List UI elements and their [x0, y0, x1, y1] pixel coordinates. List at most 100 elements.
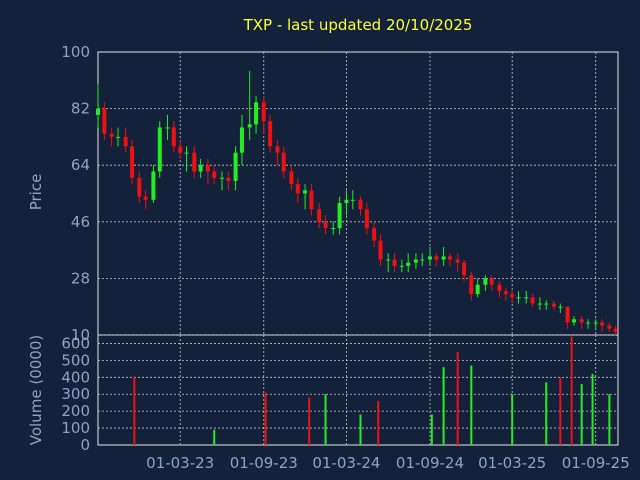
candle-body: [399, 265, 404, 267]
candle-body: [441, 256, 446, 260]
candle-body: [600, 322, 605, 326]
volume-axis-label: Volume (0000): [27, 335, 45, 445]
candle-body: [551, 303, 556, 307]
candle-body: [537, 303, 542, 305]
candle-body: [137, 177, 142, 197]
chart-title: TXP - last updated 20/10/2025: [243, 16, 473, 34]
candle-body: [455, 259, 460, 263]
price-tick-label: 28: [71, 269, 90, 287]
volume-bar: [570, 336, 573, 445]
candle-body: [337, 202, 342, 229]
candle-body: [420, 259, 425, 261]
candle-body: [109, 133, 114, 137]
candle-body: [192, 152, 197, 172]
candle-body: [275, 146, 280, 153]
candle-body: [510, 294, 515, 298]
candle-body: [358, 199, 363, 210]
candle-body: [489, 278, 494, 285]
price-panel: [97, 51, 619, 336]
candle-body: [524, 297, 529, 299]
volume-bar: [213, 429, 216, 445]
volume-tick-label: 500: [61, 351, 90, 369]
candle-body: [151, 171, 156, 200]
volume-tick-label: 200: [61, 402, 90, 420]
candle-body: [565, 306, 570, 323]
candle-body: [586, 322, 591, 324]
candle-body: [233, 152, 238, 181]
volume-bar: [359, 414, 362, 445]
candle-body: [413, 259, 418, 263]
price-tick-label: 82: [71, 100, 90, 118]
candle-body: [331, 228, 336, 230]
candle-body: [593, 322, 598, 324]
volume-panel: [97, 334, 619, 446]
candle-body: [503, 290, 508, 295]
candle-body: [268, 121, 273, 147]
volume-bar: [442, 367, 445, 445]
candle-body: [386, 259, 391, 261]
candle-body: [392, 259, 397, 266]
candle-body: [115, 136, 120, 138]
candle-body: [261, 102, 266, 122]
price-tick-label: 46: [71, 213, 90, 231]
candle-body: [226, 177, 231, 181]
candle-body: [372, 228, 377, 241]
candle-body: [483, 278, 488, 285]
x-tick-label: 01-09-24: [396, 454, 464, 472]
candle-body: [123, 136, 128, 147]
candle-body: [462, 262, 467, 276]
candle-body: [516, 297, 521, 299]
x-tick-label: 01-09-25: [562, 454, 630, 472]
candle-body: [406, 262, 411, 266]
price-axis-label: Price: [27, 174, 45, 211]
candle-body: [254, 102, 259, 125]
volume-bar: [430, 414, 433, 445]
price-tick-label: 10: [71, 326, 90, 344]
candle-body: [178, 146, 183, 153]
volume-tick-label: 0: [80, 436, 90, 454]
candle-body: [344, 199, 349, 203]
candle-body: [281, 152, 286, 172]
volume-bar: [511, 394, 514, 445]
price-candles: [96, 70, 618, 335]
candle-body: [212, 171, 217, 178]
candle-body: [579, 319, 584, 323]
candle-body: [530, 297, 535, 304]
volume-bar: [591, 373, 594, 445]
candle-body: [544, 303, 549, 305]
volume-bar: [308, 397, 311, 445]
volume-tick-label: 300: [61, 385, 90, 403]
volume-grid: [98, 335, 618, 445]
candle-body: [469, 275, 474, 295]
candle-body: [102, 108, 107, 134]
candle-body: [165, 127, 170, 129]
candle-body: [219, 177, 224, 179]
candle-body: [157, 127, 162, 172]
candle-body: [171, 127, 176, 147]
volume-bar: [264, 392, 267, 445]
candle-body: [198, 165, 203, 172]
candle-body: [613, 328, 618, 332]
x-tick-label: 01-09-23: [230, 454, 298, 472]
candle-body: [350, 199, 355, 201]
candle-body: [184, 152, 189, 154]
candle-body: [447, 256, 452, 260]
volume-bar: [608, 394, 611, 445]
candle-body: [364, 209, 369, 229]
candle-body: [295, 184, 300, 194]
x-tick-label: 01-03-25: [478, 454, 546, 472]
volume-bars: [133, 336, 611, 445]
candle-body: [607, 325, 612, 329]
candle-body: [303, 190, 308, 194]
candle-body: [130, 146, 135, 178]
candle-body: [323, 221, 328, 229]
candle-body: [427, 256, 432, 260]
x-ticks: 01-03-23 01-09-23 01-03-24 01-09-24 01-03-25…: [146, 454, 630, 472]
candle-body: [309, 190, 314, 210]
candle-body: [96, 108, 100, 115]
volume-bar: [559, 377, 562, 445]
candle-body: [289, 171, 294, 185]
candle-body: [475, 284, 480, 295]
